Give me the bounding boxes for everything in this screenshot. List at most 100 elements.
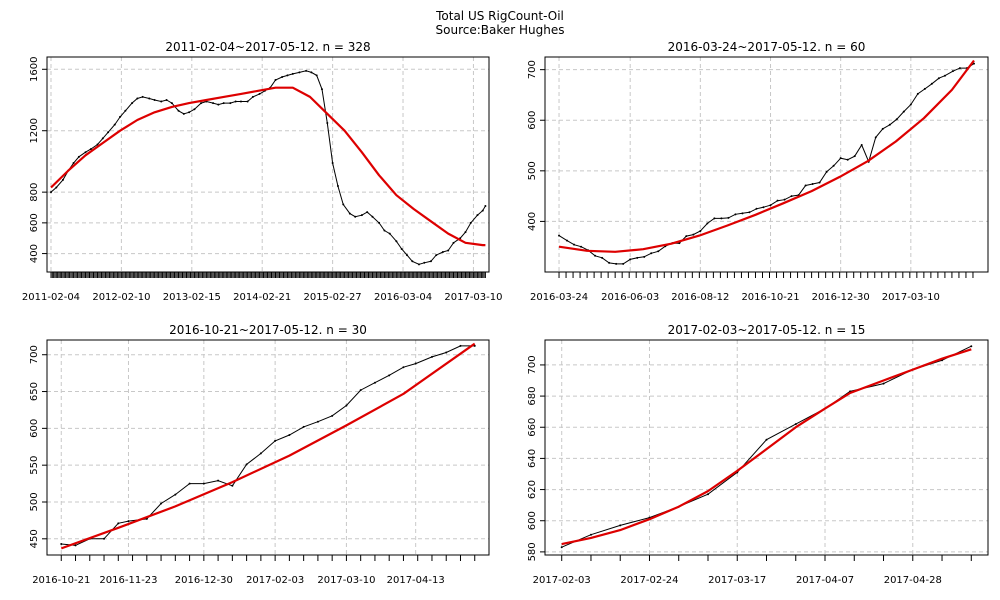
data-point [310,71,313,74]
x-tick-label: 2016-08-12 [671,292,729,303]
data-point [818,181,821,184]
data-point [636,256,639,259]
y-tick-label: 660 [527,418,538,437]
y-tick-label: 500 [527,161,538,180]
data-point [481,209,484,212]
data-point [447,249,450,252]
data-point [839,157,842,160]
chart-panel-1: 2011-02-04~2017-05-12. n = 328 400 600 800 1… [22,40,503,303]
data-point [148,97,151,100]
fit-curve [558,59,975,253]
data-point [229,102,232,105]
data-point [783,198,786,201]
data-point [74,544,77,547]
x-tick-label: 2011-02-04 [22,292,80,303]
data-point [464,231,467,234]
figure-title: Total US RigCount-Oil [435,9,564,23]
data-point [174,493,177,496]
data-point [414,362,417,365]
x-tick-label: 2017-03-10 [444,292,502,303]
data-point [589,533,592,536]
data-point [136,97,139,100]
data-point [445,351,448,354]
data-point [706,493,709,496]
data-point [720,217,723,220]
x-tick-label: 2017-03-17 [708,575,766,586]
data-point [326,122,329,125]
y-tick-label: 550 [29,456,40,475]
data-point [259,452,262,455]
data-point [315,74,318,77]
data-point [222,102,225,105]
x-tick-label: 2016-03-04 [374,292,432,303]
data-point [441,251,444,254]
data-point [360,214,363,217]
data-point [699,230,702,233]
data-point [882,382,885,385]
x-tick-label: 2016-10-21 [32,575,90,586]
data-point [558,234,561,237]
data-point [459,344,462,347]
data-series-line [558,63,975,265]
data-point [400,247,403,250]
data-point [615,262,618,265]
data-point [388,232,391,235]
data-point [231,484,234,487]
data-point [77,155,80,158]
data-point [734,213,737,216]
y-tick-label: 700 [527,355,538,374]
plot-frame [544,339,989,556]
chart-panel-2: 2016-03-24~2017-05-12. n = 60 400 500 600 70… [527,40,989,303]
data-point [476,214,479,217]
data-point [245,463,248,466]
y-tick-label: 640 [527,449,538,468]
data-point [288,433,291,436]
data-point [622,262,625,265]
data-point [909,103,912,106]
panel-title: 2017-02-03~2017-05-12. n = 15 [668,323,866,337]
data-point [182,112,185,115]
data-point [930,82,933,85]
data-point [153,99,156,101]
data-point [484,204,487,207]
data-point [258,92,261,95]
data-point [958,67,961,70]
data-point [177,109,180,112]
data-point [881,127,884,130]
data-point [794,423,797,426]
data-point [943,74,946,77]
data-point [348,212,351,215]
data-series-line [561,345,972,548]
data-point [281,75,284,78]
data-point [832,164,835,167]
data-point [619,524,622,527]
data-point [853,155,856,158]
data-point [61,178,64,181]
data-point [580,245,583,248]
data-point [692,233,695,236]
data-point [331,414,334,417]
data-point [748,211,751,214]
data-point [202,482,205,485]
data-point [402,366,405,369]
data-series-line [61,345,475,546]
data-point [643,255,646,258]
data-point [89,148,92,151]
y-tick-label: 1600 [29,57,40,82]
y-tick-label: 600 [29,213,40,232]
y-tick-label: 400 [527,212,538,231]
data-point [316,420,319,423]
fit-curve [60,342,476,550]
x-tick-label: 2016-11-23 [99,575,157,586]
data-point [200,102,203,105]
data-point [388,374,391,377]
data-point [608,261,611,264]
x-tick-label: 2016-12-30 [175,575,233,586]
data-point [345,404,348,407]
data-point [373,381,376,384]
data-point [193,108,196,111]
data-point [776,199,779,202]
data-point [846,158,849,161]
data-point [188,482,191,485]
data-point [452,241,455,244]
